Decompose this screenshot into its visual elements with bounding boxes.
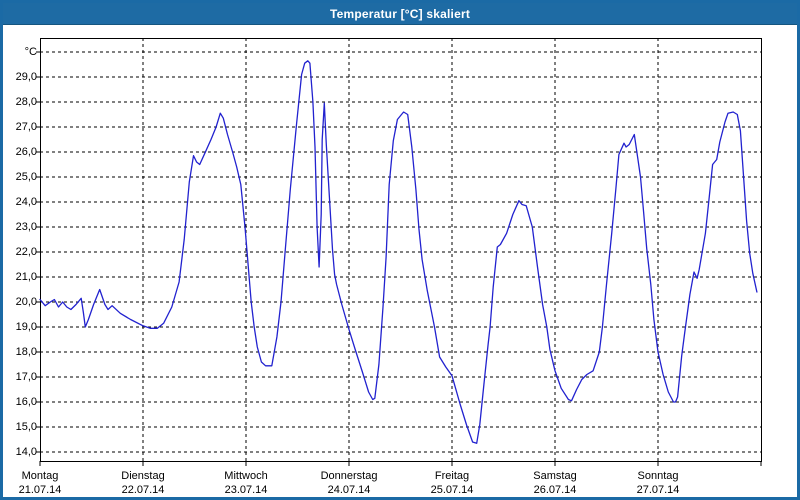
y-axis-unit-label: °C <box>24 46 37 58</box>
y-axis-label: 18,0 <box>15 346 37 358</box>
y-axis-label: 15,0 <box>15 421 37 433</box>
x-axis-date-label: 27.07.14 <box>636 484 680 496</box>
y-axis-label: 29,0 <box>15 71 37 83</box>
x-axis-day-label: Samstag <box>533 470 577 482</box>
y-axis-label: 16,0 <box>15 396 37 408</box>
y-axis-label: 24,0 <box>15 196 37 208</box>
y-axis-label: 27,0 <box>15 121 37 133</box>
x-axis-day-group: Mittwoch 23.07.14 <box>198 469 294 497</box>
y-axis-label: 14,0 <box>15 446 37 458</box>
temperature-chart <box>36 38 762 466</box>
x-axis-day-group: Freitag 25.07.14 <box>404 469 500 497</box>
x-axis-date-label: 25.07.14 <box>430 484 474 496</box>
temperature-line <box>39 60 758 444</box>
x-axis-date-label: 22.07.14 <box>121 484 165 496</box>
x-axis-day-group: Montag 21.07.14 <box>3 469 88 497</box>
x-axis-date-label: 23.07.14 <box>224 484 268 496</box>
title-bar[interactable]: Temperatur [°C] skaliert <box>3 3 797 25</box>
y-axis-label: 20,0 <box>15 296 37 308</box>
y-axis-label: 21,0 <box>15 271 37 283</box>
x-axis-date-label: 21.07.14 <box>18 484 62 496</box>
y-axis-label: 19,0 <box>15 321 37 333</box>
x-axis-day-group: Dienstag 22.07.14 <box>95 469 191 497</box>
y-axis-label: 23,0 <box>15 221 37 233</box>
x-axis-day-label: Donnerstag <box>320 470 378 482</box>
window-title: Temperatur [°C] skaliert <box>329 6 471 21</box>
x-axis-day-group: Sonntag 27.07.14 <box>610 469 706 497</box>
x-axis-day-label: Freitag <box>434 470 470 482</box>
x-axis-date-label: 24.07.14 <box>327 484 371 496</box>
x-axis-day-label: Mittwoch <box>224 470 268 482</box>
y-axis-label: 25,0 <box>15 171 37 183</box>
x-axis-day-label: Montag <box>21 470 59 482</box>
y-axis-label: 22,0 <box>15 246 37 258</box>
x-axis-day-label: Sonntag <box>637 470 679 482</box>
y-axis-label: 28,0 <box>15 96 37 108</box>
x-axis-day-group: Donnerstag 24.07.14 <box>301 469 397 497</box>
x-axis-day-label: Dienstag <box>121 470 165 482</box>
x-axis-date-label: 26.07.14 <box>533 484 577 496</box>
y-axis-label: 17,0 <box>15 371 37 383</box>
x-axis-day-group: Samstag 26.07.14 <box>507 469 603 497</box>
y-axis-label: 26,0 <box>15 146 37 158</box>
plot-border <box>40 38 762 462</box>
chart-content: °C 29,0 28,0 27,0 26,0 25,0 24,0 23,0 22,0 21,0 20… <box>3 26 797 497</box>
